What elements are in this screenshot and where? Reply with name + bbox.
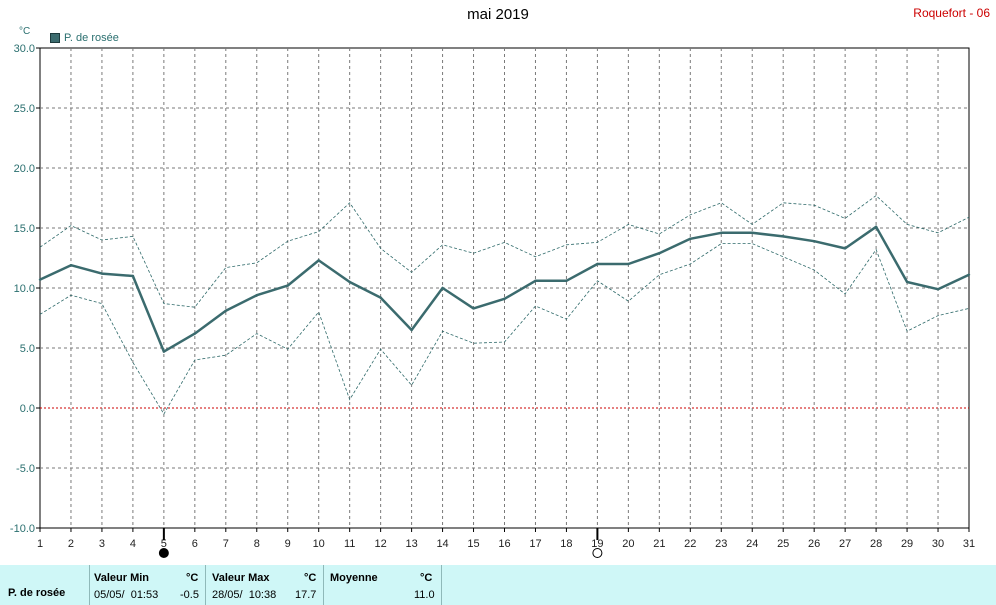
data-point bbox=[286, 284, 289, 287]
x-tick-label: 4 bbox=[130, 538, 136, 550]
data-point bbox=[162, 350, 166, 353]
data-point bbox=[534, 279, 537, 282]
max-value: 17.7 bbox=[295, 589, 317, 601]
x-tick-label: 26 bbox=[808, 538, 820, 550]
min-header: Valeur Min bbox=[94, 572, 150, 584]
legend: P. de rosée bbox=[50, 32, 119, 44]
chart-title: mai 2019 bbox=[467, 6, 529, 23]
x-tick-label: 10 bbox=[313, 538, 325, 550]
max-unit: °C bbox=[304, 572, 317, 584]
data-point bbox=[565, 279, 568, 282]
avg-unit: °C bbox=[420, 572, 433, 584]
x-tick-label: 8 bbox=[254, 538, 260, 550]
data-point bbox=[627, 262, 630, 266]
x-tick-label: 23 bbox=[715, 538, 727, 550]
min-date: 05/05/ 01:53 bbox=[94, 589, 159, 601]
data-point bbox=[812, 240, 816, 243]
x-tick-label: 31 bbox=[963, 538, 975, 550]
x-tick-label: 19 bbox=[591, 538, 603, 550]
new-moon-icon bbox=[592, 548, 603, 558]
x-tick-label: 25 bbox=[777, 538, 789, 550]
data-point bbox=[936, 288, 940, 291]
footer-avg-cell: Moyenne °C 11.0 bbox=[324, 565, 442, 605]
avg-header: Moyenne bbox=[330, 572, 378, 584]
x-tick-label: 9 bbox=[285, 538, 291, 550]
statistics-footer: P. de rosée Valeur Min °C 05/05/ 01:53 -… bbox=[0, 565, 996, 605]
data-point bbox=[317, 259, 320, 262]
footer-min-cell: Valeur Min °C 05/05/ 01:53 -0.5 bbox=[90, 565, 206, 605]
y-tick-label: 10.0 bbox=[14, 283, 35, 295]
data-point bbox=[905, 280, 909, 284]
legend-swatch bbox=[50, 33, 60, 43]
x-tick-label: 16 bbox=[498, 538, 510, 550]
legend-label: P. de rosée bbox=[64, 32, 119, 44]
x-tick-label: 13 bbox=[405, 538, 417, 550]
x-tick-label: 3 bbox=[99, 538, 105, 550]
max-date: 28/05/ 10:38 bbox=[212, 589, 277, 601]
data-point bbox=[689, 237, 692, 240]
x-tick-label: 20 bbox=[622, 538, 634, 550]
x-tick-label: 15 bbox=[467, 538, 479, 550]
y-tick-label: -10.0 bbox=[10, 523, 35, 535]
series-max-line bbox=[39, 195, 970, 308]
data-point bbox=[874, 225, 878, 228]
avg-value: 11.0 bbox=[414, 589, 435, 601]
data-point bbox=[69, 264, 73, 267]
data-point bbox=[379, 296, 382, 299]
min-unit: °C bbox=[186, 572, 199, 584]
y-axis-unit: °C bbox=[19, 26, 31, 37]
x-tick-label: 28 bbox=[870, 538, 882, 550]
x-tick-label: 1 bbox=[37, 538, 43, 550]
full-moon-icon bbox=[158, 548, 169, 558]
data-point bbox=[751, 231, 754, 234]
data-point bbox=[224, 309, 227, 312]
x-tick-label: 7 bbox=[223, 538, 229, 550]
min-value: -0.5 bbox=[180, 589, 199, 601]
data-point bbox=[782, 235, 785, 238]
station-name: Roquefort - 06 bbox=[913, 6, 990, 20]
data-point bbox=[100, 272, 104, 275]
data-point bbox=[193, 332, 197, 335]
x-tick-label: 27 bbox=[839, 538, 851, 550]
y-tick-label: 30.0 bbox=[14, 43, 35, 55]
x-tick-label: 18 bbox=[560, 538, 572, 550]
x-tick-label: 21 bbox=[653, 538, 665, 550]
x-tick-label: 17 bbox=[529, 538, 541, 550]
x-tick-label: 5 bbox=[161, 538, 167, 550]
data-point bbox=[472, 307, 475, 310]
chart-area: 30.025.020.015.010.05.00.0-5.0-10.01 2 3 4 5… bbox=[10, 43, 975, 558]
data-point bbox=[348, 280, 351, 284]
y-tick-label: 20.0 bbox=[14, 163, 35, 175]
data-point bbox=[410, 328, 413, 332]
y-tick-label: 25.0 bbox=[14, 103, 35, 115]
y-tick-label: 5.0 bbox=[20, 343, 35, 355]
data-point bbox=[596, 262, 599, 266]
x-tick-label: 11 bbox=[344, 538, 355, 550]
x-tick-label: 12 bbox=[375, 538, 387, 550]
x-tick-label: 30 bbox=[932, 538, 944, 550]
y-tick-label: 0.0 bbox=[20, 403, 35, 415]
y-tick-label: 15.0 bbox=[14, 223, 35, 235]
max-header: Valeur Max bbox=[212, 572, 270, 584]
data-point bbox=[131, 274, 135, 278]
x-tick-label: 14 bbox=[436, 538, 448, 550]
x-tick-label: 2 bbox=[68, 538, 74, 550]
data-point bbox=[720, 231, 723, 234]
data-point bbox=[503, 297, 506, 300]
series-min-line bbox=[39, 243, 970, 415]
footer-series-label: P. de rosée bbox=[8, 587, 66, 599]
data-point bbox=[38, 278, 42, 281]
data-point bbox=[255, 294, 258, 297]
x-tick-label: 22 bbox=[684, 538, 696, 550]
data-point bbox=[658, 252, 661, 255]
footer-max-cell: Valeur Max °C 28/05/ 10:38 17.7 bbox=[206, 565, 324, 605]
y-tick-label: -5.0 bbox=[16, 463, 35, 475]
data-point bbox=[843, 247, 847, 250]
data-point bbox=[441, 286, 444, 290]
data-point bbox=[967, 273, 971, 276]
x-tick-label: 6 bbox=[192, 538, 198, 550]
x-tick-label: 24 bbox=[746, 538, 758, 550]
x-tick-label: 29 bbox=[901, 538, 913, 550]
footer-series-cell: P. de rosée bbox=[0, 565, 90, 605]
